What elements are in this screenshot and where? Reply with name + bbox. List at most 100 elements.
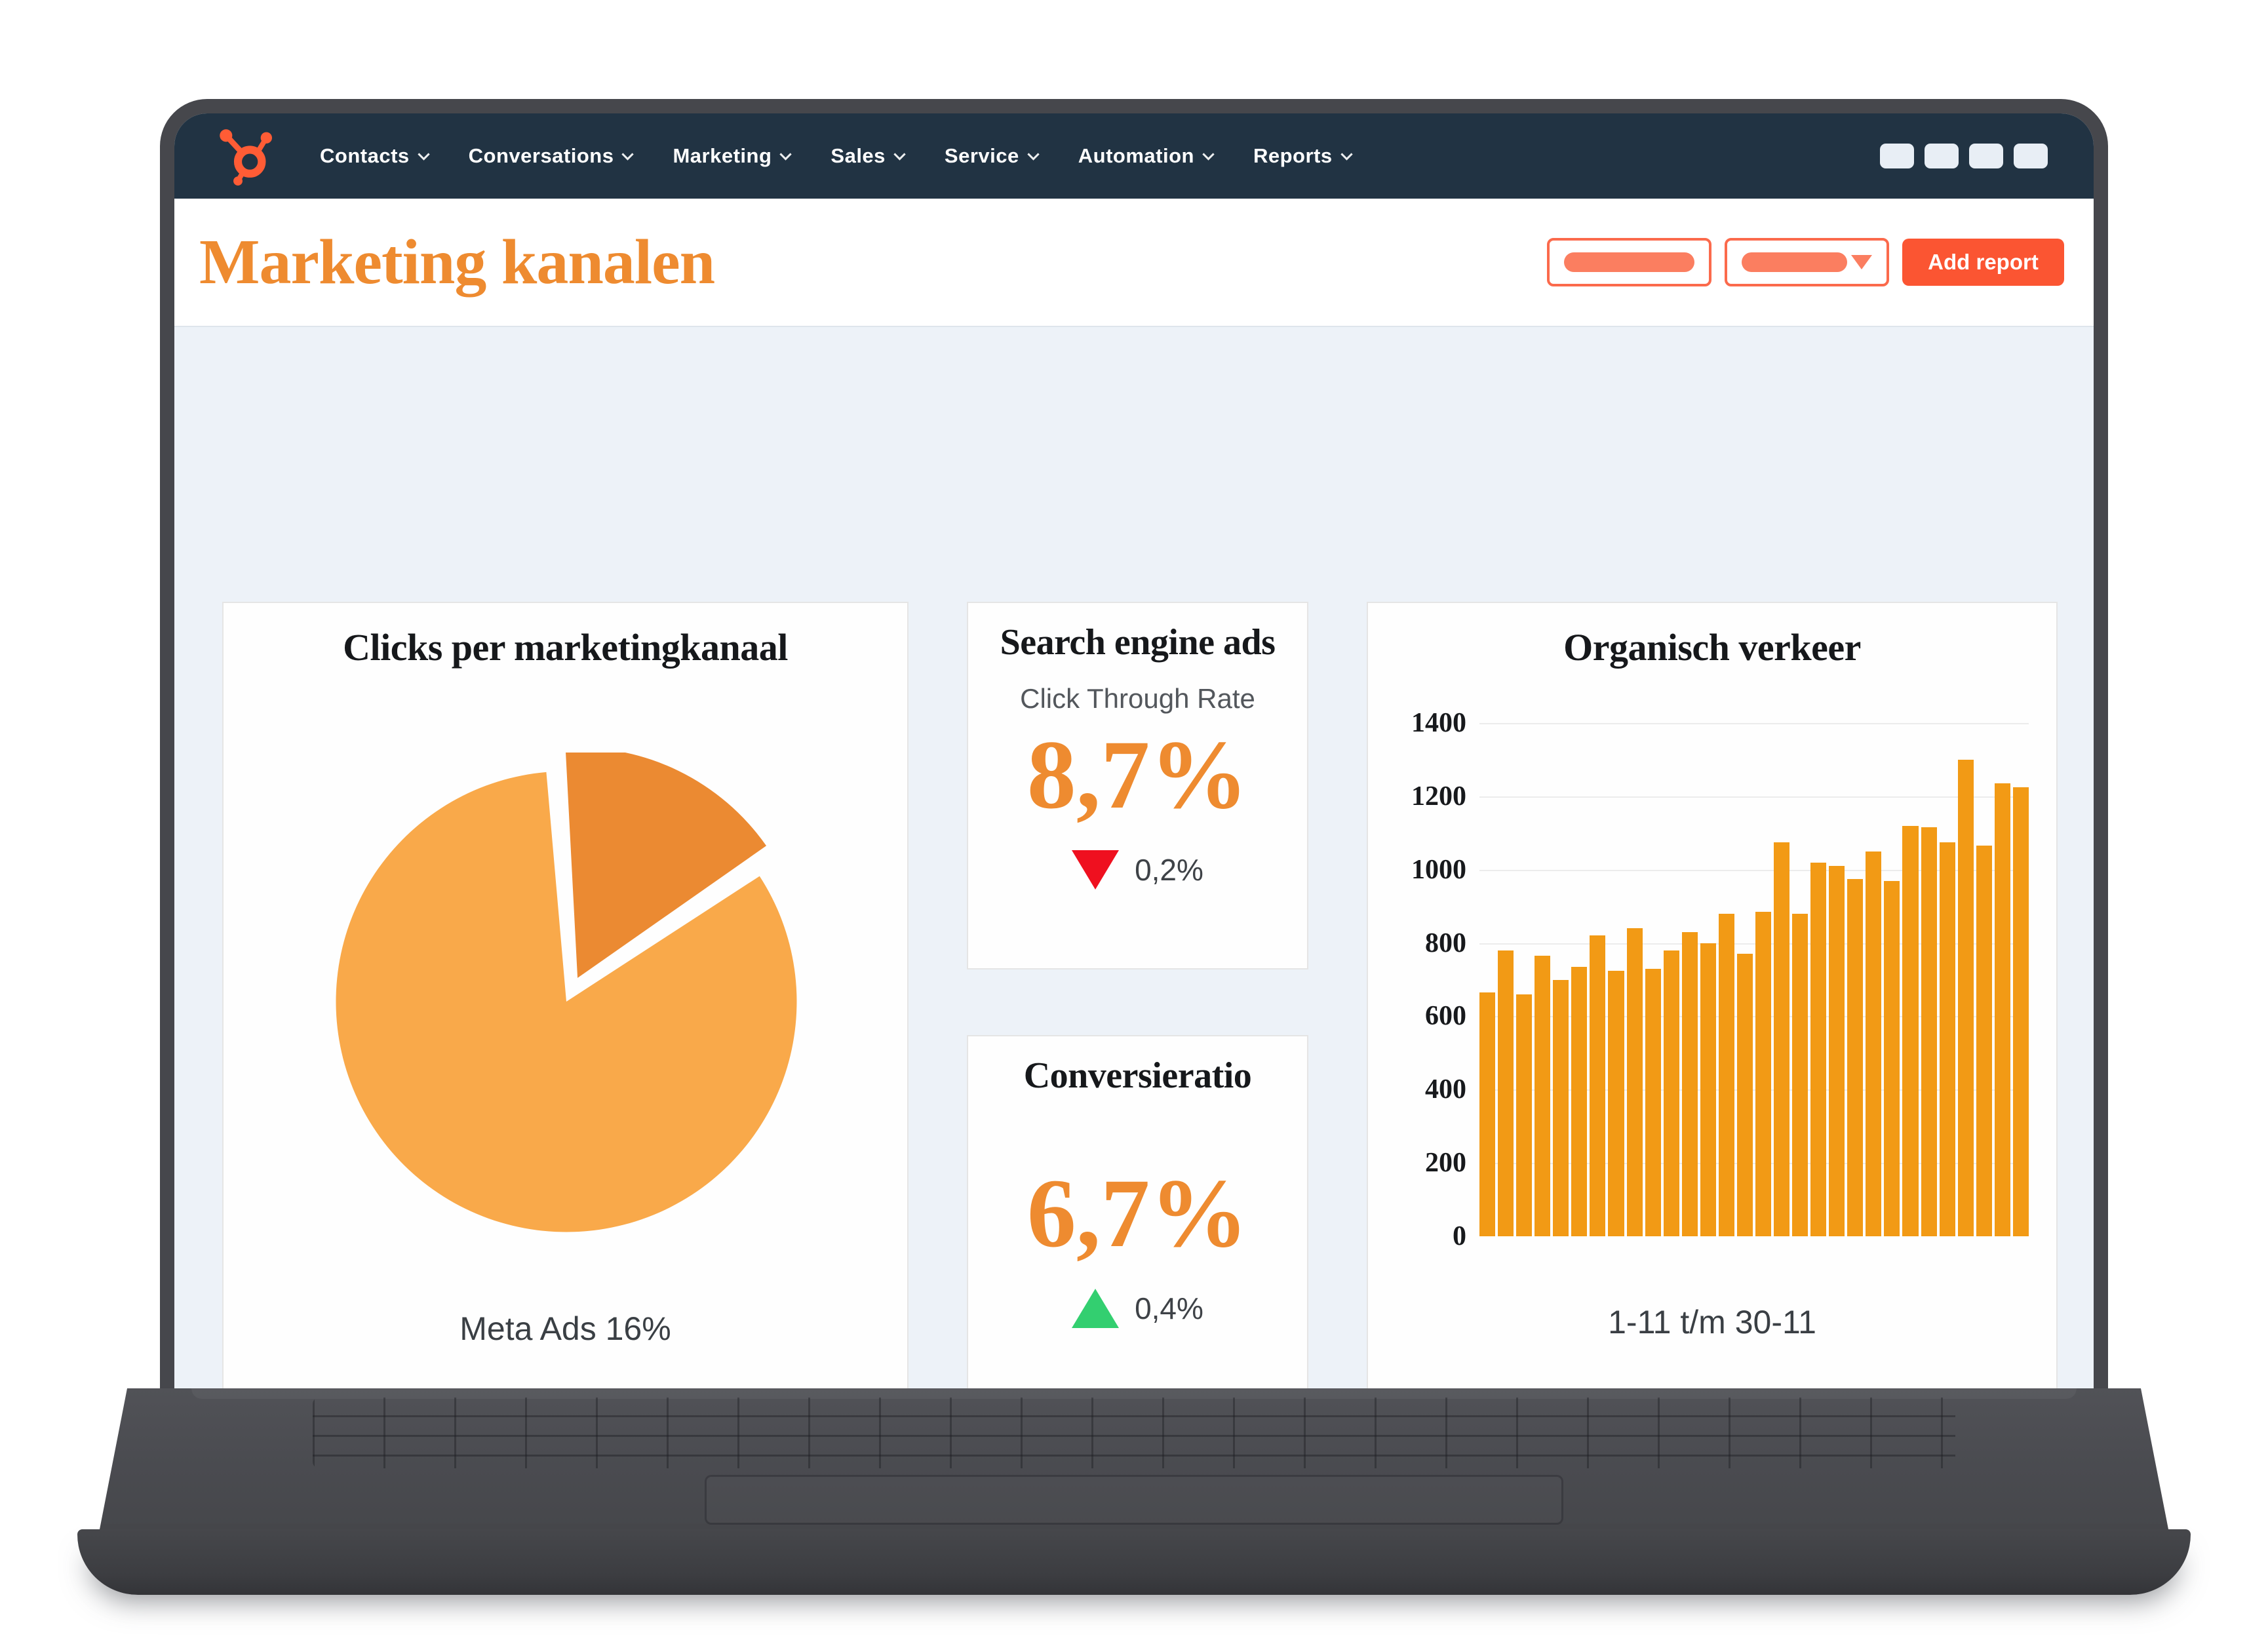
bar xyxy=(1700,943,1716,1236)
nav-item-label: Contacts xyxy=(320,144,410,167)
bar xyxy=(1663,950,1679,1236)
bar xyxy=(1829,866,1845,1236)
nav-item-label: Sales xyxy=(831,144,886,167)
bar xyxy=(1516,994,1533,1236)
nav-item-reports[interactable]: Reports xyxy=(1253,144,1353,168)
bar xyxy=(1535,956,1551,1236)
pie-card-title: Clicks per marketingkanaal xyxy=(343,626,788,669)
laptop-base-edge xyxy=(77,1529,2191,1595)
ctr-kpi-card: Search engine ads Click Through Rate 8,7… xyxy=(967,602,1308,969)
bar xyxy=(1608,970,1624,1236)
nav-tile[interactable] xyxy=(1969,144,2003,168)
top-nav: Contacts Conversations Marketing Sales Servi… xyxy=(174,113,2094,199)
page-header: Marketing kanalen Add report xyxy=(174,199,2094,327)
bar xyxy=(1590,935,1606,1236)
nav-item-label: Service xyxy=(944,144,1019,167)
gridline xyxy=(1479,796,2029,798)
nav-item-marketing[interactable]: Marketing xyxy=(673,144,792,168)
chevron-down-icon xyxy=(1340,147,1353,161)
bar xyxy=(1498,950,1514,1236)
pie-chart xyxy=(336,753,797,1232)
filter-dropdown-2[interactable] xyxy=(1725,238,1889,286)
y-tick-label: 800 xyxy=(1425,928,1466,958)
bar xyxy=(1718,913,1734,1236)
nav-item-label: Reports xyxy=(1253,144,1333,167)
bar xyxy=(1810,862,1827,1236)
pie-chart-card: Clicks per marketingkanaal Meta Ads 16% xyxy=(222,602,909,1388)
pie-slice-main xyxy=(336,772,797,1232)
nav-item-contacts[interactable]: Contacts xyxy=(320,144,430,168)
add-report-button[interactable]: Add report xyxy=(1902,239,2064,286)
chevron-down-icon xyxy=(893,147,906,161)
bar xyxy=(1902,825,1919,1236)
nav-item-label: Conversations xyxy=(468,144,614,167)
bar xyxy=(1571,966,1588,1236)
nav-item-automation[interactable]: Automation xyxy=(1078,144,1215,168)
ctr-delta: 0,2% xyxy=(1072,850,1203,890)
conversion-value: 6,7% xyxy=(1026,1159,1249,1268)
chevron-down-icon xyxy=(1027,147,1040,161)
bar xyxy=(1994,783,2010,1236)
ctr-delta-value: 0,2% xyxy=(1135,853,1203,887)
x-axis-label: 1-11 t/m 30-11 xyxy=(1608,1304,1816,1341)
nav-item-label: Automation xyxy=(1078,144,1194,167)
pie-slice-label: Meta Ads 16% xyxy=(459,1310,671,1347)
bar xyxy=(1774,842,1790,1236)
nav-tiles xyxy=(1880,144,2048,168)
header-actions: Add report xyxy=(1547,238,2064,286)
laptop-screen: Contacts Conversations Marketing Sales Servi… xyxy=(160,99,2108,1388)
bar xyxy=(1866,851,1882,1236)
ctr-value: 8,7% xyxy=(1026,720,1249,829)
nav-item-sales[interactable]: Sales xyxy=(831,144,906,168)
triangle-up-icon xyxy=(1072,1289,1120,1328)
filter-placeholder xyxy=(1742,252,1847,272)
hubspot-logo-icon xyxy=(220,129,272,186)
page-title: Marketing kanalen xyxy=(199,227,715,298)
y-tick-label: 600 xyxy=(1425,1001,1466,1032)
bar xyxy=(1976,846,1992,1236)
bar xyxy=(1736,954,1753,1236)
chevron-down-icon xyxy=(779,147,792,161)
triangle-down-icon xyxy=(1072,850,1120,890)
gridline xyxy=(1479,1016,2029,1018)
filter-placeholder xyxy=(1564,252,1694,272)
bar xyxy=(1479,992,1496,1236)
y-tick-label: 1000 xyxy=(1411,854,1466,885)
y-tick-label: 0 xyxy=(1453,1221,1466,1251)
y-tick-label: 200 xyxy=(1425,1148,1466,1179)
bar xyxy=(1939,842,1955,1236)
bar xyxy=(1681,931,1698,1236)
nav-item-service[interactable]: Service xyxy=(944,144,1040,168)
conversion-delta: 0,4% xyxy=(1072,1289,1203,1328)
bar xyxy=(2012,787,2029,1236)
trackpad xyxy=(705,1475,1563,1525)
bar xyxy=(1626,928,1643,1236)
conversion-delta-value: 0,4% xyxy=(1135,1291,1203,1325)
nav-item-label: Marketing xyxy=(673,144,772,167)
screen: Contacts Conversations Marketing Sales Servi… xyxy=(174,113,2094,1388)
bar xyxy=(1884,880,1900,1236)
gridline xyxy=(1479,1089,2029,1091)
gridline xyxy=(1479,1163,2029,1165)
bar xyxy=(1847,878,1864,1236)
nav-tile[interactable] xyxy=(2014,144,2048,168)
nav-tile[interactable] xyxy=(1880,144,1914,168)
gridline xyxy=(1479,869,2029,871)
ctr-card-title: Search engine ads xyxy=(1000,622,1276,663)
ctr-subtitle: Click Through Rate xyxy=(1020,683,1255,714)
bar xyxy=(1957,759,1974,1236)
y-tick-label: 400 xyxy=(1425,1074,1466,1105)
bar-chart-card: Organisch verkeer 0 200 400 600 800 1000 1200 1… xyxy=(1367,602,2058,1388)
gridline xyxy=(1479,723,2029,724)
nav-tile[interactable] xyxy=(1925,144,1959,168)
bars xyxy=(1479,723,2029,1236)
nav-item-conversations[interactable]: Conversations xyxy=(468,144,635,168)
nav-items: Contacts Conversations Marketing Sales Servi… xyxy=(320,144,1353,168)
filter-dropdown-1[interactable] xyxy=(1547,238,1711,286)
laptop-base xyxy=(100,1388,2168,1529)
chevron-down-icon xyxy=(621,147,635,161)
bar xyxy=(1792,913,1809,1236)
keyboard xyxy=(313,1398,1955,1468)
y-axis: 0 200 400 600 800 1000 1200 1400 xyxy=(1368,708,1466,1251)
conversion-card-title: Conversieratio xyxy=(1023,1055,1252,1096)
